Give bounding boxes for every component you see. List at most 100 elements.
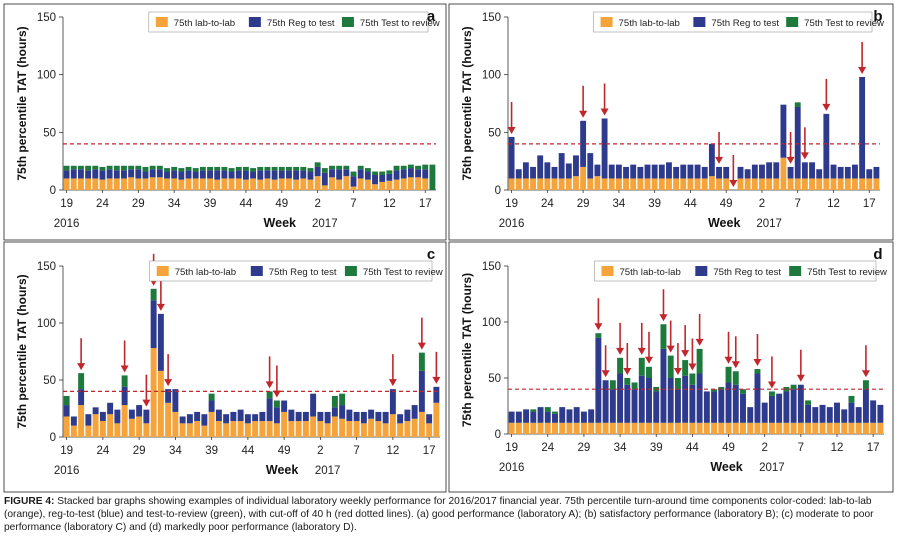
arrow-head (822, 103, 831, 111)
x-tick-label: 29 (577, 198, 590, 210)
bar-lab-to-lab (329, 177, 335, 190)
warning-arrow (796, 349, 805, 382)
bar-reg-to-test (271, 170, 278, 180)
bar-reg-to-test (877, 404, 884, 423)
bar-lab-to-lab (271, 179, 278, 190)
bar-reg-to-test (790, 389, 797, 423)
bar-reg-to-test (552, 413, 558, 423)
legend-label: 75th Reg to test (713, 267, 781, 278)
bar-reg-to-test (797, 384, 804, 423)
year-label: 2017 (759, 462, 785, 474)
bar-test-to-review (156, 165, 163, 170)
bar-reg-to-test (653, 391, 660, 423)
arrow-head (753, 359, 762, 367)
bar-reg-to-test (732, 384, 739, 423)
bar-lab-to-lab (674, 422, 681, 434)
bar-test-to-review (638, 357, 645, 376)
bar-test-to-review (718, 386, 725, 390)
legend-box (149, 260, 433, 282)
bar-reg-to-test (696, 373, 703, 423)
bar-lab-to-lab (194, 421, 201, 437)
bar-reg-to-test (837, 166, 844, 179)
bar-test-to-review (805, 400, 812, 405)
bar-reg-to-test (208, 400, 215, 412)
bar-reg-to-test (660, 348, 667, 423)
bar-reg-to-test (573, 407, 580, 423)
bar-lab-to-lab (631, 422, 638, 434)
bar-reg-to-test (852, 164, 858, 179)
bar-test-to-review (199, 166, 206, 171)
warning-arrow (272, 365, 281, 398)
bar-reg-to-test (515, 411, 522, 423)
warning-arrow (822, 78, 831, 111)
x-tick-label: 2 (761, 442, 767, 454)
bar-lab-to-lab (252, 421, 259, 437)
bar-reg-to-test (558, 153, 565, 179)
legend-box (148, 11, 429, 33)
bar-lab-to-lab (364, 179, 371, 190)
bar-lab-to-lab (400, 178, 407, 190)
warning-arrow (120, 340, 129, 373)
panel-frame (3, 3, 447, 241)
bar-test-to-review (624, 378, 631, 385)
bar-test-to-review (393, 165, 400, 171)
x-tick-label: 44 (684, 198, 697, 210)
bar-reg-to-test (237, 409, 244, 422)
bar-lab-to-lab (257, 179, 264, 190)
bar-reg-to-test (228, 171, 235, 179)
bar-test-to-review (286, 166, 292, 171)
bar-lab-to-lab (136, 416, 143, 437)
x-axis-label: Week (708, 216, 740, 230)
bar-lab-to-lab (353, 421, 360, 437)
bar-lab-to-lab (608, 178, 615, 190)
bar-reg-to-test (841, 409, 848, 423)
y-tick-label: 50 (43, 375, 56, 387)
bar-test-to-review (121, 165, 127, 171)
warning-arrow (858, 41, 867, 74)
bar-reg-to-test (99, 411, 106, 422)
panel-letter: d (873, 246, 882, 263)
bar-lab-to-lab (732, 422, 739, 434)
bar-test-to-review (77, 165, 84, 170)
bar-test-to-review (192, 168, 199, 172)
y-tick-label: 0 (495, 429, 501, 441)
arrow-head (673, 368, 682, 375)
bar-reg-to-test (687, 164, 694, 179)
bar-lab-to-lab (433, 402, 440, 437)
bar-reg-to-test (92, 407, 99, 415)
arrow-head (417, 342, 426, 350)
panel-letter: c (427, 246, 435, 263)
bar-lab-to-lab (624, 422, 631, 434)
bar-lab-to-lab (121, 405, 128, 437)
bar-reg-to-test (708, 143, 715, 177)
bar-lab-to-lab (766, 178, 773, 190)
bar-lab-to-lab (877, 422, 884, 434)
bar-lab-to-lab (317, 421, 324, 437)
bar-reg-to-test (78, 389, 85, 406)
bar-reg-to-test (286, 170, 292, 179)
bar-reg-to-test (186, 414, 193, 424)
bar-lab-to-lab (718, 422, 725, 434)
bar-lab-to-lab (780, 157, 787, 190)
legend-swatch (341, 17, 354, 27)
warning-arrow (695, 313, 704, 346)
bar-lab-to-lab (230, 421, 237, 437)
bar-reg-to-test (588, 409, 595, 423)
arrow-head (594, 323, 603, 331)
bar-lab-to-lab (85, 425, 92, 437)
legend-swatch (695, 266, 708, 276)
warning-arrow (507, 101, 516, 134)
bar-reg-to-test (185, 170, 192, 179)
bar-lab-to-lab (859, 178, 866, 190)
bar-reg-to-test (844, 166, 851, 179)
bar-lab-to-lab (594, 176, 601, 190)
bar-reg-to-test (651, 164, 658, 179)
bar-reg-to-test (121, 386, 128, 406)
bar-reg-to-test (566, 409, 573, 423)
bar-lab-to-lab (826, 422, 833, 434)
warning-arrow (786, 131, 795, 164)
arrow-head (729, 180, 738, 187)
bar-lab-to-lab (573, 422, 580, 434)
bar-test-to-review (266, 391, 273, 399)
bar-reg-to-test (862, 389, 869, 423)
